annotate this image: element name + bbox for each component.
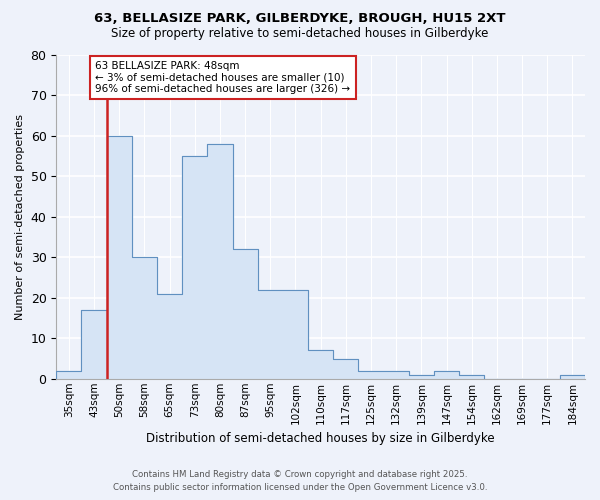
Text: Size of property relative to semi-detached houses in Gilberdyke: Size of property relative to semi-detach… (112, 28, 488, 40)
Text: 63, BELLASIZE PARK, GILBERDYKE, BROUGH, HU15 2XT: 63, BELLASIZE PARK, GILBERDYKE, BROUGH, … (94, 12, 506, 26)
Text: Contains HM Land Registry data © Crown copyright and database right 2025.
Contai: Contains HM Land Registry data © Crown c… (113, 470, 487, 492)
Y-axis label: Number of semi-detached properties: Number of semi-detached properties (15, 114, 25, 320)
Text: 63 BELLASIZE PARK: 48sqm
← 3% of semi-detached houses are smaller (10)
96% of se: 63 BELLASIZE PARK: 48sqm ← 3% of semi-de… (95, 61, 350, 94)
X-axis label: Distribution of semi-detached houses by size in Gilberdyke: Distribution of semi-detached houses by … (146, 432, 495, 445)
Polygon shape (56, 136, 585, 379)
